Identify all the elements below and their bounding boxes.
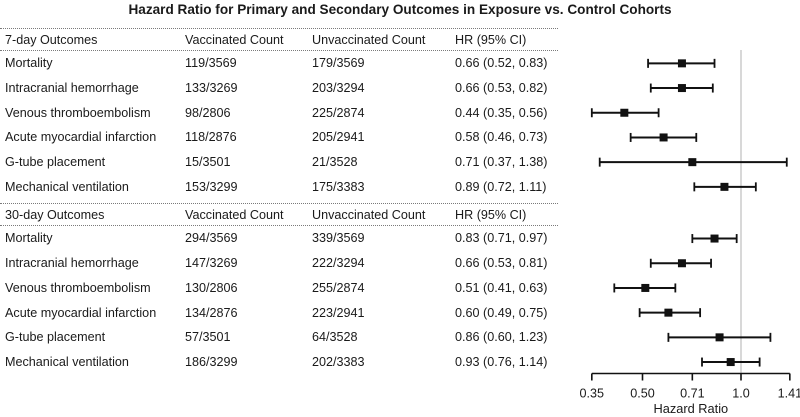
hr-point-marker: [715, 333, 724, 342]
hr-point-marker: [677, 59, 686, 68]
hr-ci-cell: 0.86 (0.60, 1.23): [455, 330, 548, 345]
outcome-cell: Mechanical ventilation: [5, 179, 129, 194]
table-row: G-tube placement 15/3501 21/3528 0.71 (0.37…: [0, 150, 558, 175]
section-label: 7-day Outcomes: [5, 32, 98, 47]
hr-ci-cell: 0.66 (0.53, 0.82): [455, 81, 548, 96]
hr-point-marker: [688, 158, 697, 167]
hr-point-marker: [664, 308, 673, 317]
table-row: Mechanical ventilation 186/3299 202/3383 0.…: [0, 350, 558, 375]
hr-ci-cell: 0.51 (0.41, 0.63): [455, 280, 548, 295]
outcome-cell: Venous thromboembolism: [5, 105, 151, 120]
outcome-cell: Acute myocardial infarction: [5, 305, 157, 320]
unvaccinated-count-cell: 175/3383: [312, 179, 365, 194]
hr-point-marker: [620, 108, 629, 117]
unvaccinated-count-cell: 205/2941: [312, 130, 365, 145]
vaccinated-count-cell: 186/3299: [185, 354, 238, 369]
col-header-hr: HR (95% CI): [455, 32, 527, 47]
vaccinated-count-cell: 119/3569: [185, 56, 237, 71]
col-header-vaccinated: Vaccinated Count: [185, 207, 284, 222]
figure-title: Hazard Ratio for Primary and Secondary O…: [128, 2, 672, 17]
outcome-cell: Acute myocardial infarction: [5, 130, 157, 145]
section-header-row: 30-day Outcomes Vaccinated Count Unvaccina…: [0, 203, 558, 227]
unvaccinated-count-cell: 225/2874: [312, 105, 365, 120]
outcome-cell: Venous thromboembolism: [5, 280, 151, 295]
x-tick-label: 0.35: [580, 387, 605, 401]
hr-point-marker: [677, 84, 686, 93]
x-tick-label: 0.71: [680, 387, 705, 401]
hr-point-marker: [641, 283, 650, 292]
hr-ci-cell: 0.93 (0.76, 1.14): [455, 354, 548, 369]
hr-point-marker: [677, 259, 686, 268]
vaccinated-count-cell: 98/2806: [185, 105, 231, 120]
hr-point-marker: [659, 133, 668, 142]
hr-ci-cell: 0.44 (0.35, 0.56): [455, 105, 548, 120]
unvaccinated-count-cell: 339/3569: [312, 231, 365, 246]
hr-point-marker: [726, 358, 735, 367]
vaccinated-count-cell: 57/3501: [185, 330, 231, 345]
col-header-hr: HR (95% CI): [455, 207, 527, 222]
vaccinated-count-cell: 130/2806: [185, 280, 238, 295]
table-row: Mechanical ventilation 153/3299 175/3383 0.…: [0, 174, 558, 199]
x-axis-label: Hazard Ratio: [653, 401, 728, 416]
outcome-cell: Mortality: [5, 56, 53, 71]
vaccinated-count-cell: 153/3299: [185, 179, 238, 194]
unvaccinated-count-cell: 21/3528: [312, 155, 358, 170]
section-label: 30-day Outcomes: [5, 207, 105, 222]
unvaccinated-count-cell: 202/3383: [312, 354, 365, 369]
hr-point-marker: [710, 234, 719, 243]
hr-ci-cell: 0.66 (0.53, 0.81): [455, 256, 548, 271]
x-tick-label: 1.41: [778, 387, 800, 401]
table-row: Acute myocardial infarction 118/2876 205/2…: [0, 125, 558, 150]
unvaccinated-count-cell: 223/2941: [312, 305, 365, 320]
hr-point-marker: [720, 182, 729, 191]
col-header-unvaccinated: Unvaccinated Count: [312, 207, 426, 222]
unvaccinated-count-cell: 255/2874: [312, 280, 365, 295]
hr-ci-cell: 0.60 (0.49, 0.75): [455, 305, 548, 320]
vaccinated-count-cell: 133/3269: [185, 81, 238, 96]
table-row: Mortality 119/3569 179/3569 0.66 (0.52, 0.8…: [0, 51, 558, 76]
outcomes-table: 7-day Outcomes Vaccinated Count Unvaccinat…: [0, 28, 558, 374]
table-row: Venous thromboembolism 98/2806 225/2874 0.4…: [0, 100, 558, 125]
vaccinated-count-cell: 147/3269: [185, 256, 238, 271]
outcome-cell: G-tube placement: [5, 155, 106, 170]
unvaccinated-count-cell: 179/3569: [312, 56, 365, 71]
outcome-cell: Intracranial hemorrhage: [5, 256, 139, 271]
unvaccinated-count-cell: 222/3294: [312, 256, 365, 271]
hr-ci-cell: 0.89 (0.72, 1.11): [455, 179, 547, 194]
x-tick-label: 1.0: [732, 387, 750, 401]
vaccinated-count-cell: 118/2876: [185, 130, 237, 145]
unvaccinated-count-cell: 203/3294: [312, 81, 365, 96]
table-row: G-tube placement 57/3501 64/3528 0.86 (0.60…: [0, 325, 558, 350]
outcome-cell: G-tube placement: [5, 330, 106, 345]
outcome-cell: Mechanical ventilation: [5, 354, 129, 369]
unvaccinated-count-cell: 64/3528: [312, 330, 358, 345]
table-row: Intracranial hemorrhage 133/3269 203/3294 0…: [0, 76, 558, 101]
hr-ci-cell: 0.66 (0.52, 0.83): [455, 56, 548, 71]
hr-ci-cell: 0.83 (0.71, 0.97): [455, 231, 548, 246]
outcome-cell: Mortality: [5, 231, 53, 246]
table-row: Acute myocardial infarction 134/2876 223/2…: [0, 300, 558, 325]
vaccinated-count-cell: 15/3501: [185, 155, 231, 170]
col-header-vaccinated: Vaccinated Count: [185, 32, 284, 47]
hr-ci-cell: 0.71 (0.37, 1.38): [455, 155, 548, 170]
table-row: Intracranial hemorrhage 147/3269 222/3294 0…: [0, 251, 558, 276]
table-row: Mortality 294/3569 339/3569 0.83 (0.71, 0.9…: [0, 226, 558, 251]
vaccinated-count-cell: 294/3569: [185, 231, 238, 246]
outcome-cell: Intracranial hemorrhage: [5, 81, 139, 96]
hr-ci-cell: 0.58 (0.46, 0.73): [455, 130, 548, 145]
vaccinated-count-cell: 134/2876: [185, 305, 238, 320]
section-header-row: 7-day Outcomes Vaccinated Count Unvaccinat…: [0, 28, 558, 51]
x-tick-label: 0.50: [630, 387, 655, 401]
table-row: Venous thromboembolism 130/2806 255/2874 0.…: [0, 276, 558, 301]
col-header-unvaccinated: Unvaccinated Count: [312, 32, 426, 47]
